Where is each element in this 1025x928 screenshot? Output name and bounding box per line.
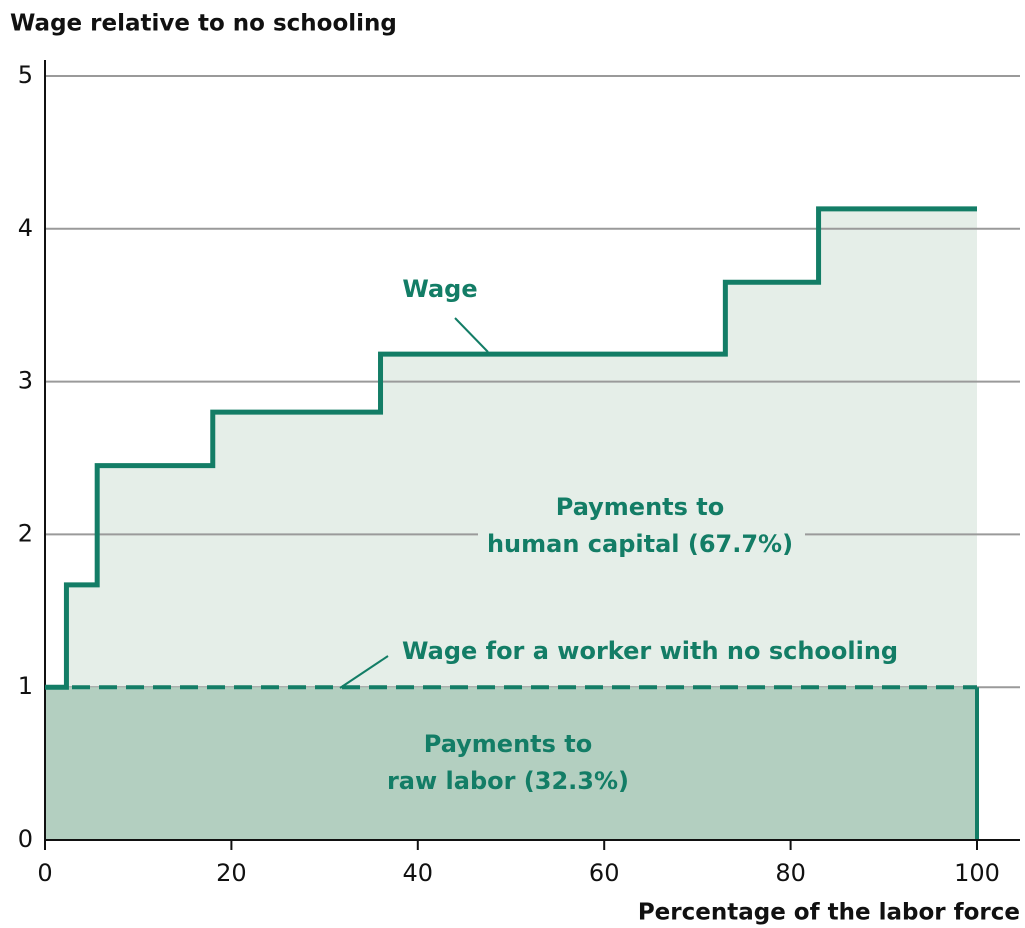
y-tick-label: 1 — [18, 672, 33, 700]
y-tick-label: 2 — [18, 519, 33, 547]
x-tick-label: 100 — [954, 859, 1000, 887]
y-tick-label: 3 — [18, 367, 33, 395]
annotation: human capital (67.7%) — [487, 530, 793, 558]
x-tick-label: 80 — [775, 859, 806, 887]
annotation: Payments to — [424, 730, 593, 758]
leader-line — [454, 317, 489, 353]
leader-line — [339, 655, 389, 689]
label-background — [478, 527, 805, 563]
wage-step-line — [45, 206, 977, 690]
x-tick-label: 0 — [37, 859, 52, 887]
y-axis-label: Wage relative to no schooling — [10, 11, 397, 37]
y-tick-label: 5 — [18, 61, 33, 89]
annotation: Wage — [402, 275, 477, 303]
annotation: Payments to — [556, 493, 725, 521]
y-tick-label: 4 — [18, 214, 33, 242]
y-tick-label: 0 — [18, 825, 33, 853]
annotation: raw labor (32.3%) — [387, 767, 629, 795]
annotation: Wage for a worker with no schooling — [402, 637, 898, 665]
x-tick-label: 60 — [589, 859, 620, 887]
human-capital-area — [45, 208, 977, 840]
x-tick-label: 20 — [216, 859, 247, 887]
x-tick-label: 40 — [403, 859, 434, 887]
raw-labor-area — [45, 687, 977, 840]
x-axis-label: Percentage of the labor force — [638, 900, 1020, 926]
